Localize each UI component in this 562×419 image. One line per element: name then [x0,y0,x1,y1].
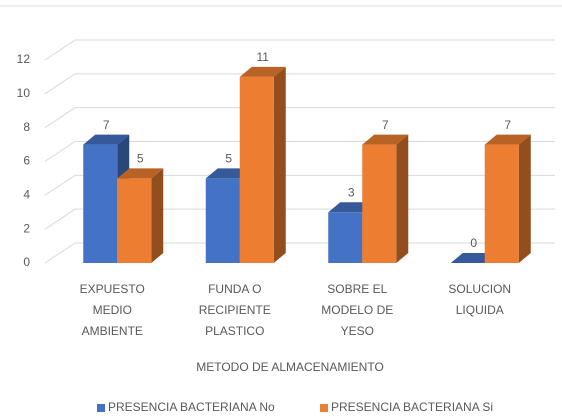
bar [328,212,363,263]
bar-side [396,134,409,263]
bar [117,178,152,263]
x-tick-label: PLASTICO [205,324,264,338]
bar-top [117,168,164,179]
x-tick-label: YESO [341,324,374,338]
bar [362,144,397,263]
grid-line [44,39,555,61]
bar [239,76,274,264]
x-tick-label: MODELO DE [321,303,393,317]
y-tick-label: 0 [23,255,30,269]
bar-side [273,66,286,264]
x-tick-label: SOLUCION [448,282,511,296]
x-tick-label: LIQUIDA [456,303,504,317]
x-tick-label: MEDIO [93,303,132,317]
legend-swatch [320,404,328,412]
bar-side [518,134,531,263]
bar-top [484,134,531,145]
legend-label: PRESENCIA BACTERIANA No [108,400,275,414]
data-label: 7 [504,118,511,132]
bar-top [362,134,409,145]
data-label: 3 [348,185,355,199]
y-tick-label: 6 [23,154,30,168]
legend-swatch [97,404,105,412]
data-label: 7 [103,118,110,132]
bar [83,144,118,263]
bar [205,178,240,263]
y-tick-label: 8 [23,120,30,134]
x-tick-label: SOBRE EL [327,282,387,296]
x-tick-label: AMBIENTE [82,324,143,338]
data-label: 11 [257,50,270,64]
bar [484,144,519,263]
bar-top [239,66,286,77]
data-label: 5 [225,152,232,166]
grid-line [44,73,555,95]
bar-top [83,134,130,145]
x-axis-title: METODO DE ALMACENAMIENTO [196,360,384,374]
x-tick-label: EXPUESTO [80,282,145,296]
y-tick-label: 4 [23,188,30,202]
data-label: 5 [137,152,144,166]
data-label: 7 [382,118,389,132]
y-tick-label: 12 [17,52,31,66]
data-label: 0 [470,236,477,250]
x-tick-label: FUNDA O [208,282,261,296]
y-tick-label: 2 [23,221,30,235]
legend-label: PRESENCIA BACTERIANA Si [331,400,493,414]
x-tick-label: RECIPIENTE [199,303,271,317]
bar-side [151,168,164,263]
grid-line [44,107,555,129]
y-tick-label: 10 [17,86,31,100]
